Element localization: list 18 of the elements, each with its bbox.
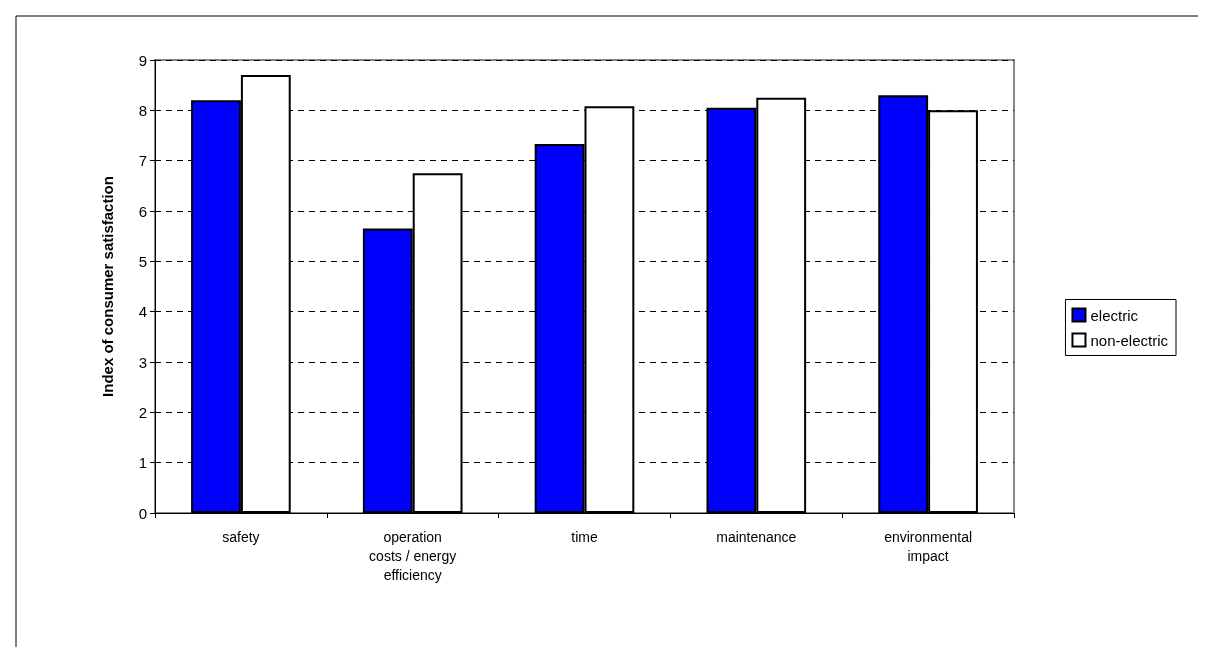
x-tick-label: time	[571, 528, 598, 545]
y-tick-label: 2	[138, 403, 147, 421]
y-tick-label: 6	[138, 202, 147, 220]
y-tick-label: 7	[138, 152, 147, 170]
y-tick-label: 3	[138, 353, 147, 371]
y-tick-label: 1	[138, 454, 147, 472]
y-tick-label: 8	[138, 101, 147, 119]
legend-label: electric	[1090, 306, 1139, 324]
y-tick-label: 4	[138, 303, 147, 321]
x-tick-label: operation costs / energy efficiency	[369, 528, 457, 583]
y-tick-label: 9	[138, 51, 147, 69]
y-tick-label: 0	[138, 504, 147, 522]
y-tick-label: 5	[138, 252, 147, 270]
legend-label: non-electric	[1090, 331, 1169, 349]
x-tick-label: safety	[222, 528, 260, 545]
x-tick-label: environmental impact	[884, 528, 973, 564]
y-axis-title: Index of consumer satisfaction	[99, 176, 116, 397]
x-tick-label: maintenance	[716, 528, 797, 545]
